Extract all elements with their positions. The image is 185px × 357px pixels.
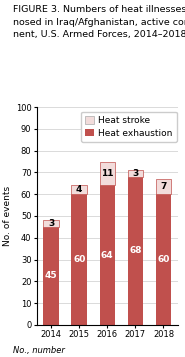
Text: 4: 4 <box>76 185 82 194</box>
Bar <box>71 186 87 194</box>
Text: 7: 7 <box>160 182 167 191</box>
Legend: Heat stroke, Heat exhaustion: Heat stroke, Heat exhaustion <box>81 112 177 142</box>
Bar <box>71 194 87 325</box>
Text: No., number: No., number <box>13 346 65 355</box>
Text: 11: 11 <box>101 169 114 178</box>
Text: 3: 3 <box>48 219 54 228</box>
Bar <box>100 186 115 325</box>
Bar <box>128 170 143 177</box>
Text: 68: 68 <box>129 246 142 255</box>
Bar <box>128 177 143 325</box>
Y-axis label: No. of events: No. of events <box>3 186 11 246</box>
Bar <box>100 161 115 186</box>
Text: 64: 64 <box>101 251 114 260</box>
Bar <box>43 227 59 325</box>
Text: 45: 45 <box>45 271 57 280</box>
Text: 60: 60 <box>157 255 170 264</box>
Bar <box>43 220 59 227</box>
Bar <box>156 179 171 194</box>
Bar <box>156 194 171 325</box>
Text: 3: 3 <box>132 169 139 178</box>
Text: FIGURE 3. Numbers of heat illnesses diag-
nosed in Iraq/Afghanistan, active comp: FIGURE 3. Numbers of heat illnesses diag… <box>13 5 185 39</box>
Text: 60: 60 <box>73 255 85 264</box>
